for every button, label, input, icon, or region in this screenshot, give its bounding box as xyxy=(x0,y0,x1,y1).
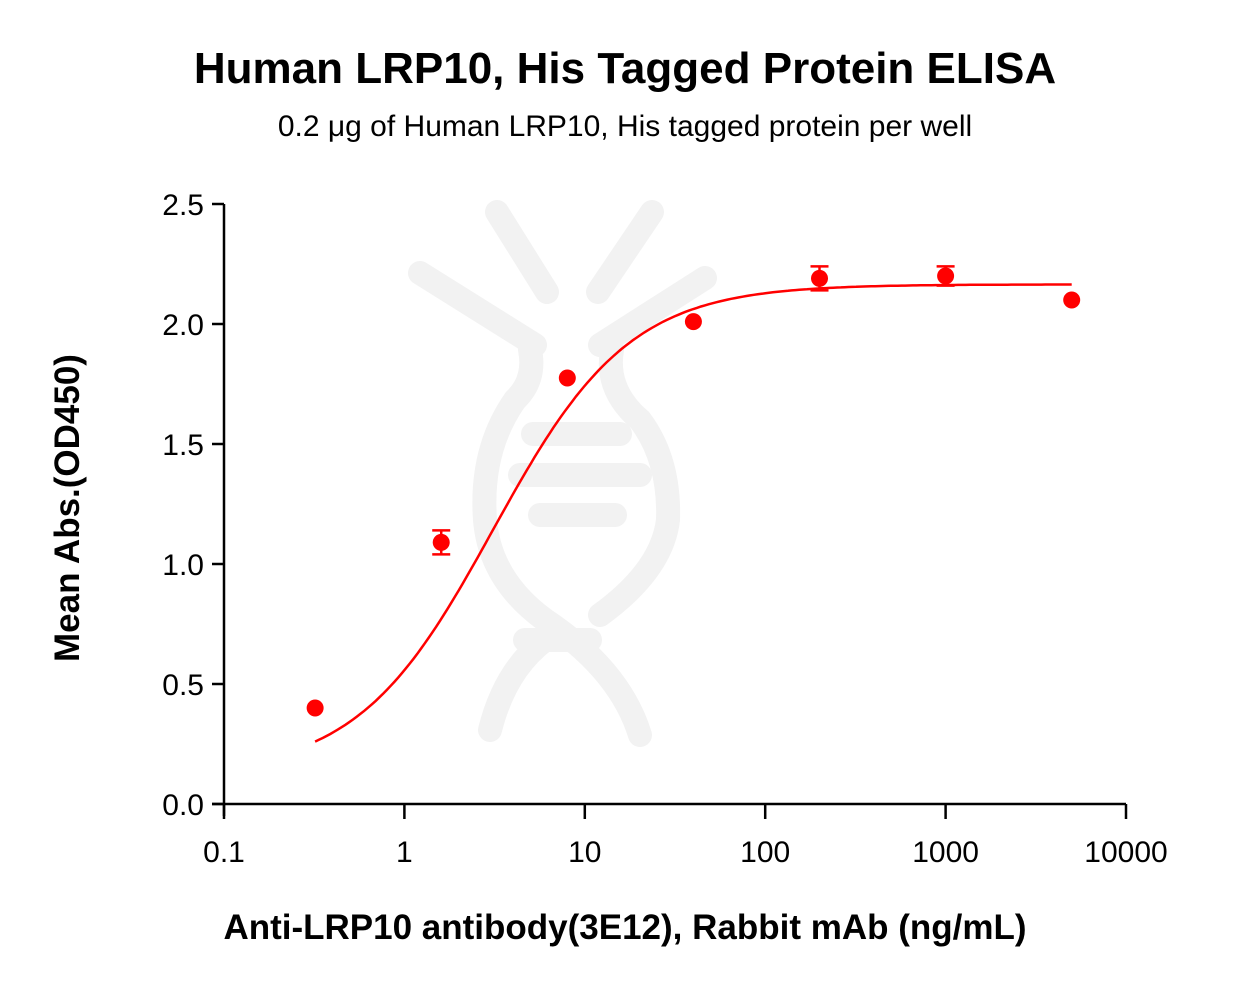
y-tick-label: 2.0 xyxy=(162,309,204,342)
x-axis-label: Anti-LRP10 antibody(3E12), Rabbit mAb (n… xyxy=(223,908,1027,947)
data-points xyxy=(306,265,1081,717)
data-point xyxy=(810,265,829,292)
y-tick-label: 1.5 xyxy=(162,429,204,462)
x-tick-label: 1000 xyxy=(912,836,979,869)
y-tick-label: 0.5 xyxy=(162,669,204,702)
y-tick-label: 2.5 xyxy=(162,189,204,222)
data-point xyxy=(432,529,451,556)
x-tick-label: 100 xyxy=(740,836,790,869)
dna-watermark-icon xyxy=(408,200,717,747)
data-point xyxy=(684,313,702,331)
data-point xyxy=(1063,291,1081,309)
axes xyxy=(212,202,1128,819)
data-point xyxy=(558,369,576,387)
x-tick-label: 10 xyxy=(568,836,601,869)
x-tick-label: 10000 xyxy=(1084,836,1167,869)
x-tick-label: 1 xyxy=(396,836,413,869)
chart-subtitle: 0.2 μg of Human LRP10, His tagged protei… xyxy=(277,110,973,143)
tick-labels: 0.0 0.5 1.0 1.5 2.0 2.5 0.1 1 10 100 1000 10000 xyxy=(162,189,1167,869)
chart-title: Human LRP10, His Tagged Protein ELISA xyxy=(193,44,1057,93)
y-tick-label: 0.0 xyxy=(162,789,204,822)
fit-curve xyxy=(314,283,1072,743)
data-point xyxy=(936,265,955,287)
x-tick-label: 0.1 xyxy=(203,836,245,869)
y-tick-label: 1.0 xyxy=(162,549,204,582)
data-point xyxy=(306,699,324,717)
